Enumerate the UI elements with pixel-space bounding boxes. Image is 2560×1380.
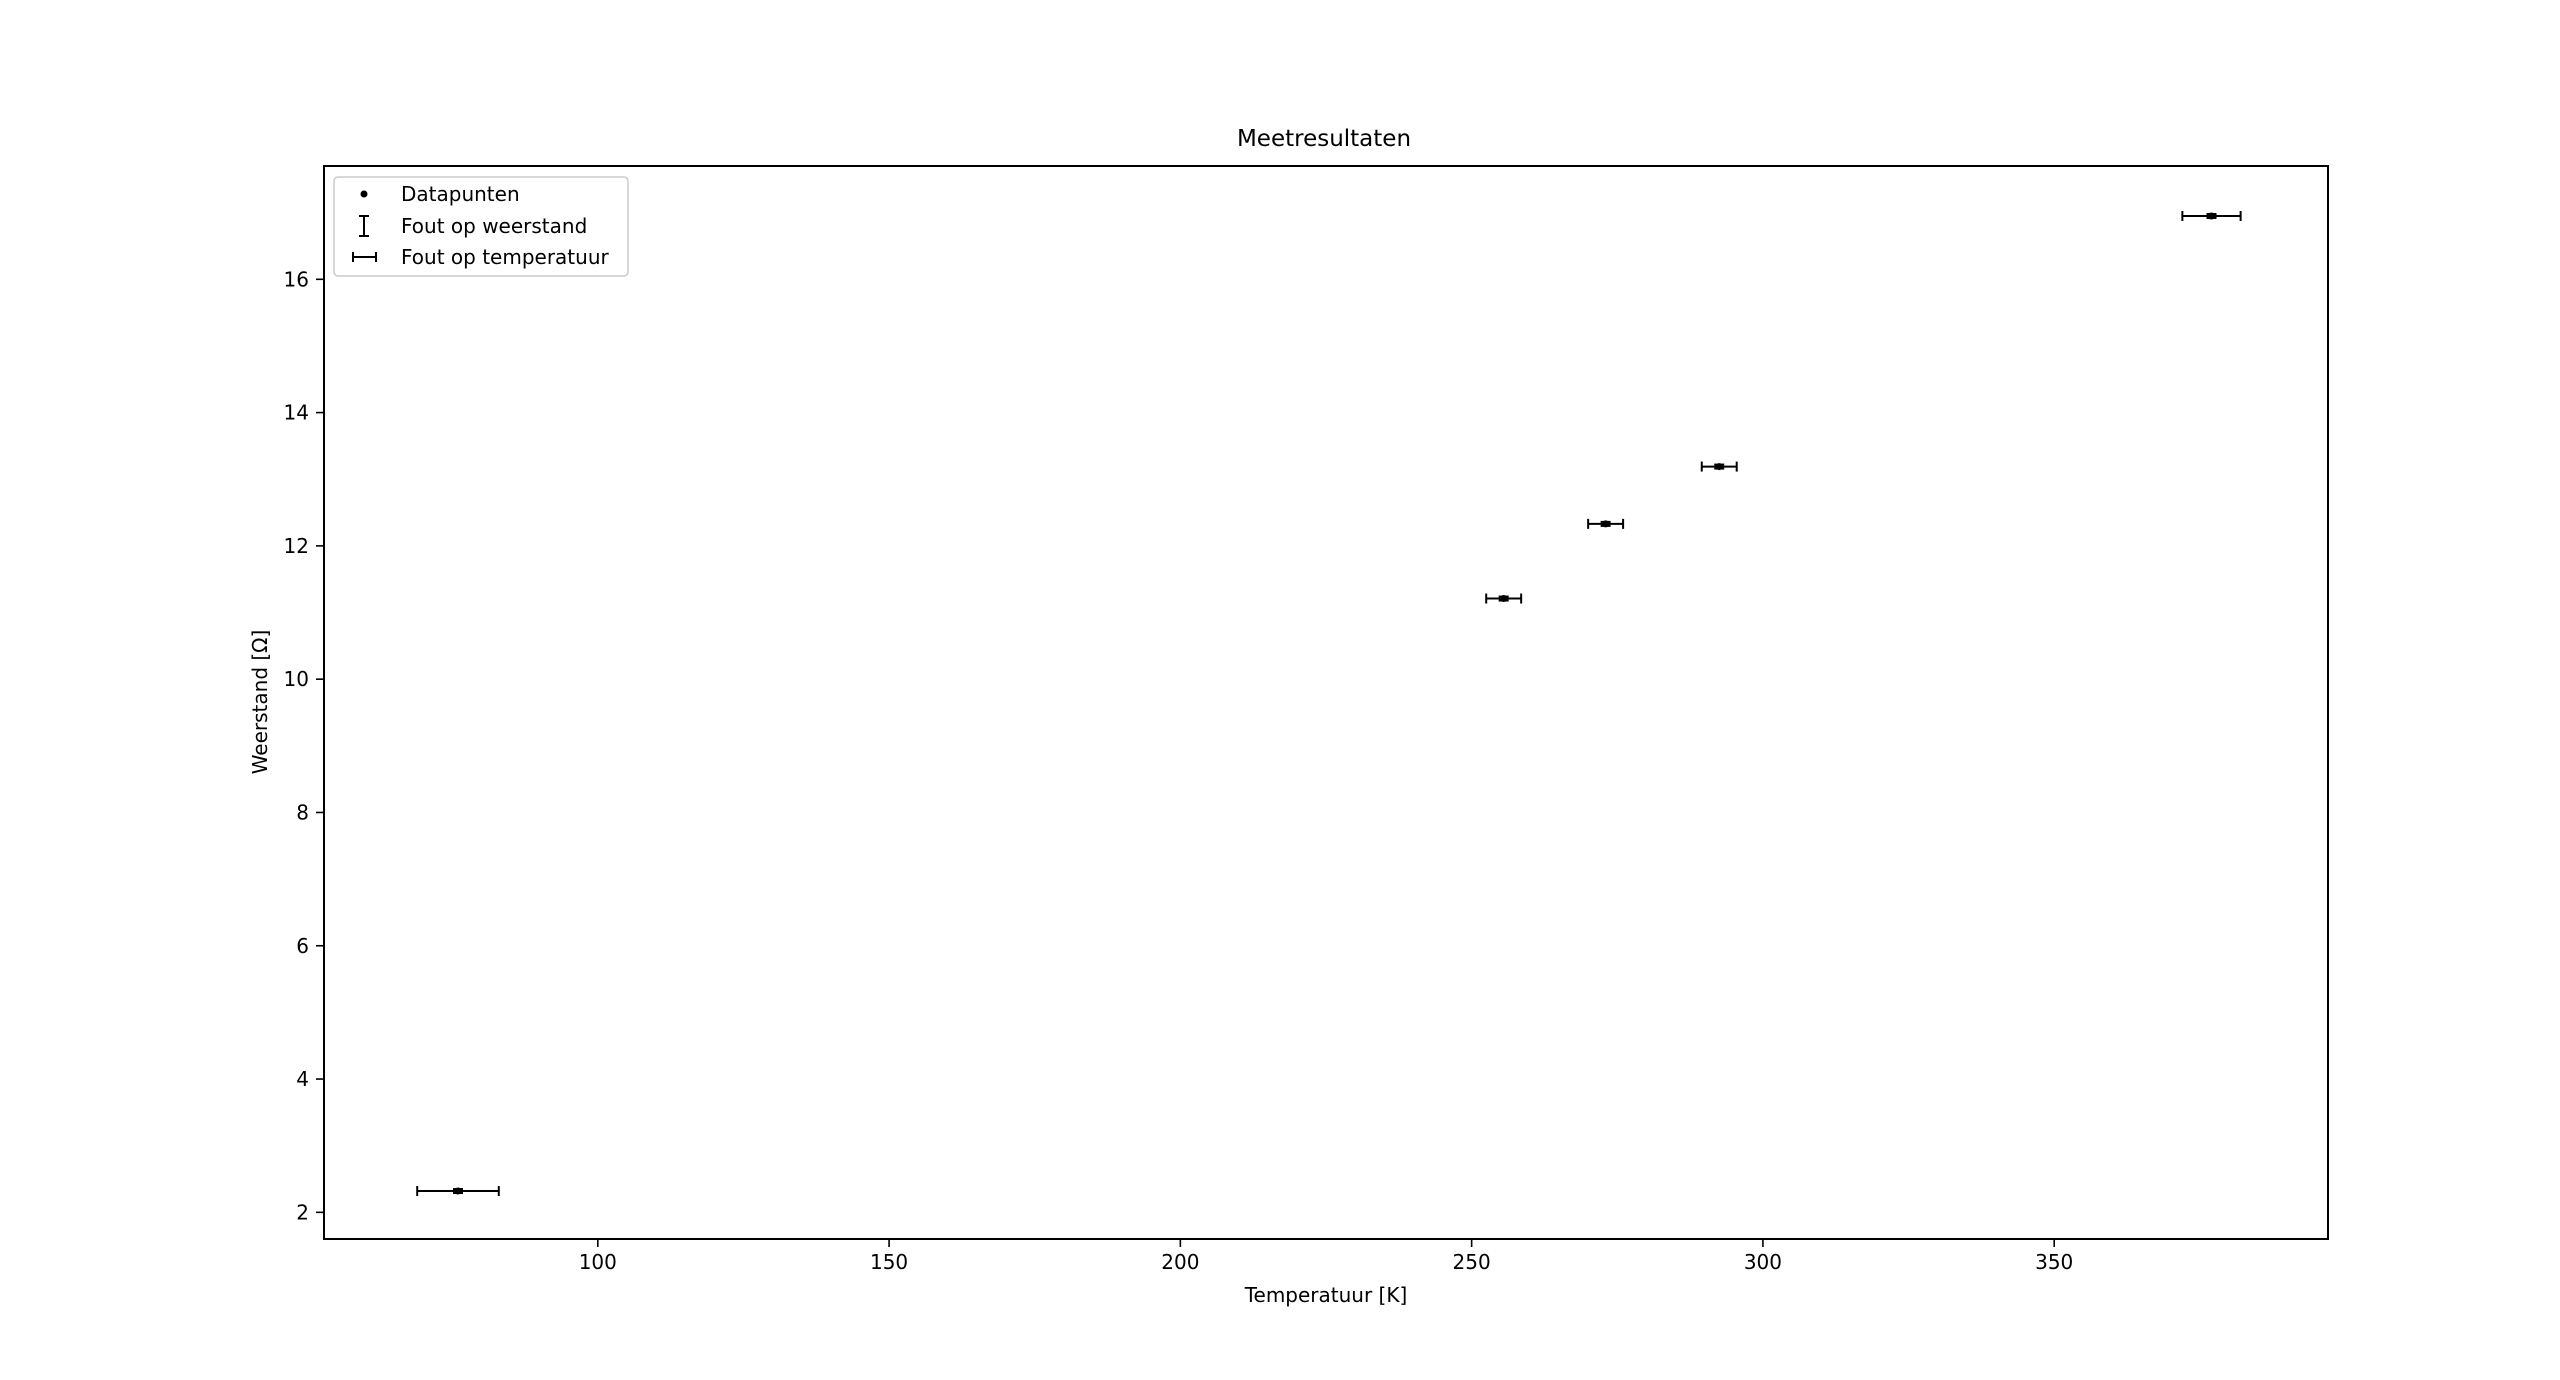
- legend: Datapunten Fout op weerstand Fout op tem…: [333, 176, 629, 277]
- y-tick-label: 4: [296, 1067, 309, 1091]
- legend-marker-datapunten: [360, 190, 368, 198]
- data-point-group-3: [1587, 518, 1625, 529]
- data-point: [1500, 595, 1508, 603]
- x-axis: 100 150 200 250 300 350: [579, 1239, 2073, 1274]
- data-point: [1715, 463, 1723, 471]
- y-tick-label: 14: [284, 401, 309, 425]
- y-tick-label: 10: [284, 667, 309, 691]
- data-point-group-5: [2181, 210, 2242, 221]
- x-tick-label: 350: [2035, 1250, 2073, 1274]
- legend-marker-vertical-errorbar: [359, 215, 369, 237]
- y-axis-label: Weerstand [Ω]: [248, 630, 272, 775]
- chart-title: Meetresultaten: [1237, 126, 1411, 152]
- legend-label-fout-temperatuur: Fout op temperatuur: [401, 245, 609, 269]
- x-tick-label: 100: [579, 1250, 617, 1274]
- y-tick-label: 12: [284, 534, 309, 558]
- data-point-group-2: [1485, 593, 1523, 604]
- legend-label-datapunten: Datapunten: [401, 182, 520, 206]
- legend-marker-horizontal-errorbar: [352, 252, 377, 262]
- x-tick-label: 200: [1161, 1250, 1199, 1274]
- x-tick-label: 150: [870, 1250, 908, 1274]
- data-layer: [416, 210, 2242, 1197]
- x-axis-label: Temperatuur [K]: [1244, 1283, 1408, 1307]
- legend-label-fout-weerstand: Fout op weerstand: [401, 214, 587, 238]
- x-tick-label: 300: [1744, 1250, 1782, 1274]
- y-tick-label: 8: [296, 800, 309, 824]
- y-tick-label: 6: [296, 934, 309, 958]
- y-axis: 2 4 6 8 10 12 14 16: [284, 267, 324, 1224]
- data-point: [454, 1187, 462, 1195]
- plot-area: [323, 165, 2329, 1240]
- plot-frame: [323, 165, 2329, 1240]
- data-point: [1602, 520, 1610, 528]
- y-tick-label: 16: [284, 267, 309, 291]
- data-point: [2207, 212, 2215, 220]
- x-tick-label: 250: [1453, 1250, 1491, 1274]
- data-point-group-1: [416, 1186, 500, 1197]
- data-point-group-4: [1700, 461, 1738, 472]
- y-tick-label: 2: [296, 1200, 309, 1224]
- legend-box: [333, 176, 629, 277]
